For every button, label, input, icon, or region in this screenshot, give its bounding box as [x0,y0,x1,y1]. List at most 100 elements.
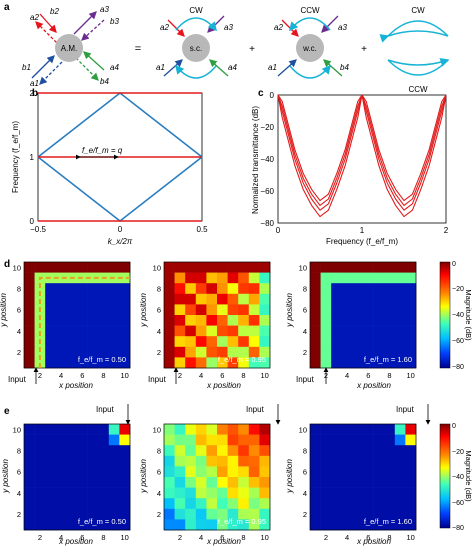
panel-d-cell [341,262,353,273]
panel-e-cell [363,498,374,510]
panel-e-cell [55,455,67,467]
panel-e-map-frame [23,423,131,531]
panel-d-xlabel-3: x position [356,381,391,390]
panel-e-cell [217,445,228,457]
panel-d-cell [119,272,131,284]
panel-e-cell [87,455,99,467]
panel-e-cbar-tick-2: −40 [452,474,464,481]
panel-e-xtick: 6 [366,533,370,542]
panel-e-cell [217,508,228,520]
panel-e-cell [119,455,131,467]
panel-d-cell [352,315,364,326]
panel-d-cell [66,357,78,369]
panel-e-cell [331,498,343,510]
panel-e-ytick: 8 [17,447,21,456]
panel-d-cell [98,315,110,326]
panel-e-xtick: 10 [407,533,415,542]
panel-e-cell [320,498,332,510]
panel-e-cell [363,487,374,499]
panel-e-cell [55,477,67,488]
panel-e-cell [206,455,218,467]
panel-e-cell [310,455,321,467]
panel-d-cell [384,283,396,295]
panel-d-cell [352,293,364,305]
panel-d-cell [259,357,271,369]
panel-d-cell [164,283,175,295]
panel-e-cell [98,434,110,446]
panel-e-cell [24,434,35,446]
panel-e-cbar-ticks: 0 −20 −40 −60 −80 [452,423,464,532]
panel-d-cbar-tick-3: −60 [452,338,464,345]
panel-d-cell [77,283,88,295]
panel-e-cell [119,519,131,531]
panel-d-input-3: Input [296,367,329,384]
panel-e-ytick: 8 [157,447,161,456]
panel-e-ytick: 4 [17,489,21,498]
panel-d-cbar-ticks: 0 −20 −40 −60 −80 [452,261,464,371]
panel-e-cell [164,455,175,467]
panel-d-cell [195,357,207,369]
panel-e-cell [394,519,406,531]
panel-b-ytick-1: 1 [30,153,35,162]
panel-d-map-frame [309,261,417,369]
panel-e-ytick: 10 [299,425,307,434]
panel-e-cell [363,455,374,467]
panel-d-cell [405,283,417,295]
panel-e-cell [174,508,186,520]
panel-e-cell [174,434,186,446]
panel-e-cell [320,424,332,435]
panel-e-cell [34,519,46,531]
panel-d-cell [259,283,271,295]
panel-e-cell [352,508,364,520]
port-label-a1: a1 [30,79,39,88]
panel-e-cell [195,519,207,531]
panel-e-cell [310,508,321,520]
panel-e-cell [331,445,343,457]
panel-e-cell [227,487,239,499]
panel-d-cell [77,304,88,316]
panel-d-freq-label: f_e/f_m = 0.95 [218,355,266,364]
panel-d-cell [238,336,250,348]
panel-e-cell [259,508,271,520]
plus-sign-2: + [361,44,367,55]
panel-d-cell [98,283,110,295]
panel-d-cell [66,283,78,295]
panel-e-cell [55,434,67,446]
panel-d-cell [45,262,57,273]
panel-e-cell [108,434,120,446]
panel-e-cell [238,455,250,467]
input-label-e2: Input [246,405,265,414]
panel-e-map-frame [309,423,417,531]
panel-e-cell [331,487,343,499]
am-label: A.M. [61,44,77,53]
panel-d-cell [195,304,207,316]
panel-d-cell [394,272,406,284]
panel-d-cell [331,346,343,358]
panel-d-cell [66,304,78,316]
panel-e-cell [108,455,120,467]
panel-c-series-2 [277,94,447,218]
panel-e-cell [195,508,207,520]
panel-d-cell [384,262,396,273]
panel-e-cell [185,424,197,435]
panel-d-cell [108,262,120,273]
panel-d-cell [66,315,78,326]
panel-d-cell [352,336,364,348]
panel-e-cell [217,487,228,499]
panel-e-cell [259,434,271,446]
panel-e-input-2: Input [246,404,281,425]
panel-e-cell [331,477,343,488]
panel-e-cell [206,487,218,499]
panel-d-cell [373,272,385,284]
port-label-a2: a2 [30,13,39,22]
panel-e-cell [373,508,385,520]
panel-e-cell [352,455,364,467]
panel-d-cell [405,346,417,358]
panel-d-cell [87,304,99,316]
cw-label-loop: CW [411,6,425,15]
panel-e-xtick: 8 [101,533,105,542]
panel-d-cell [259,336,271,348]
panel-d-cell [352,304,364,316]
panel-d-cell [119,346,131,358]
panel-e-cell [238,466,250,478]
